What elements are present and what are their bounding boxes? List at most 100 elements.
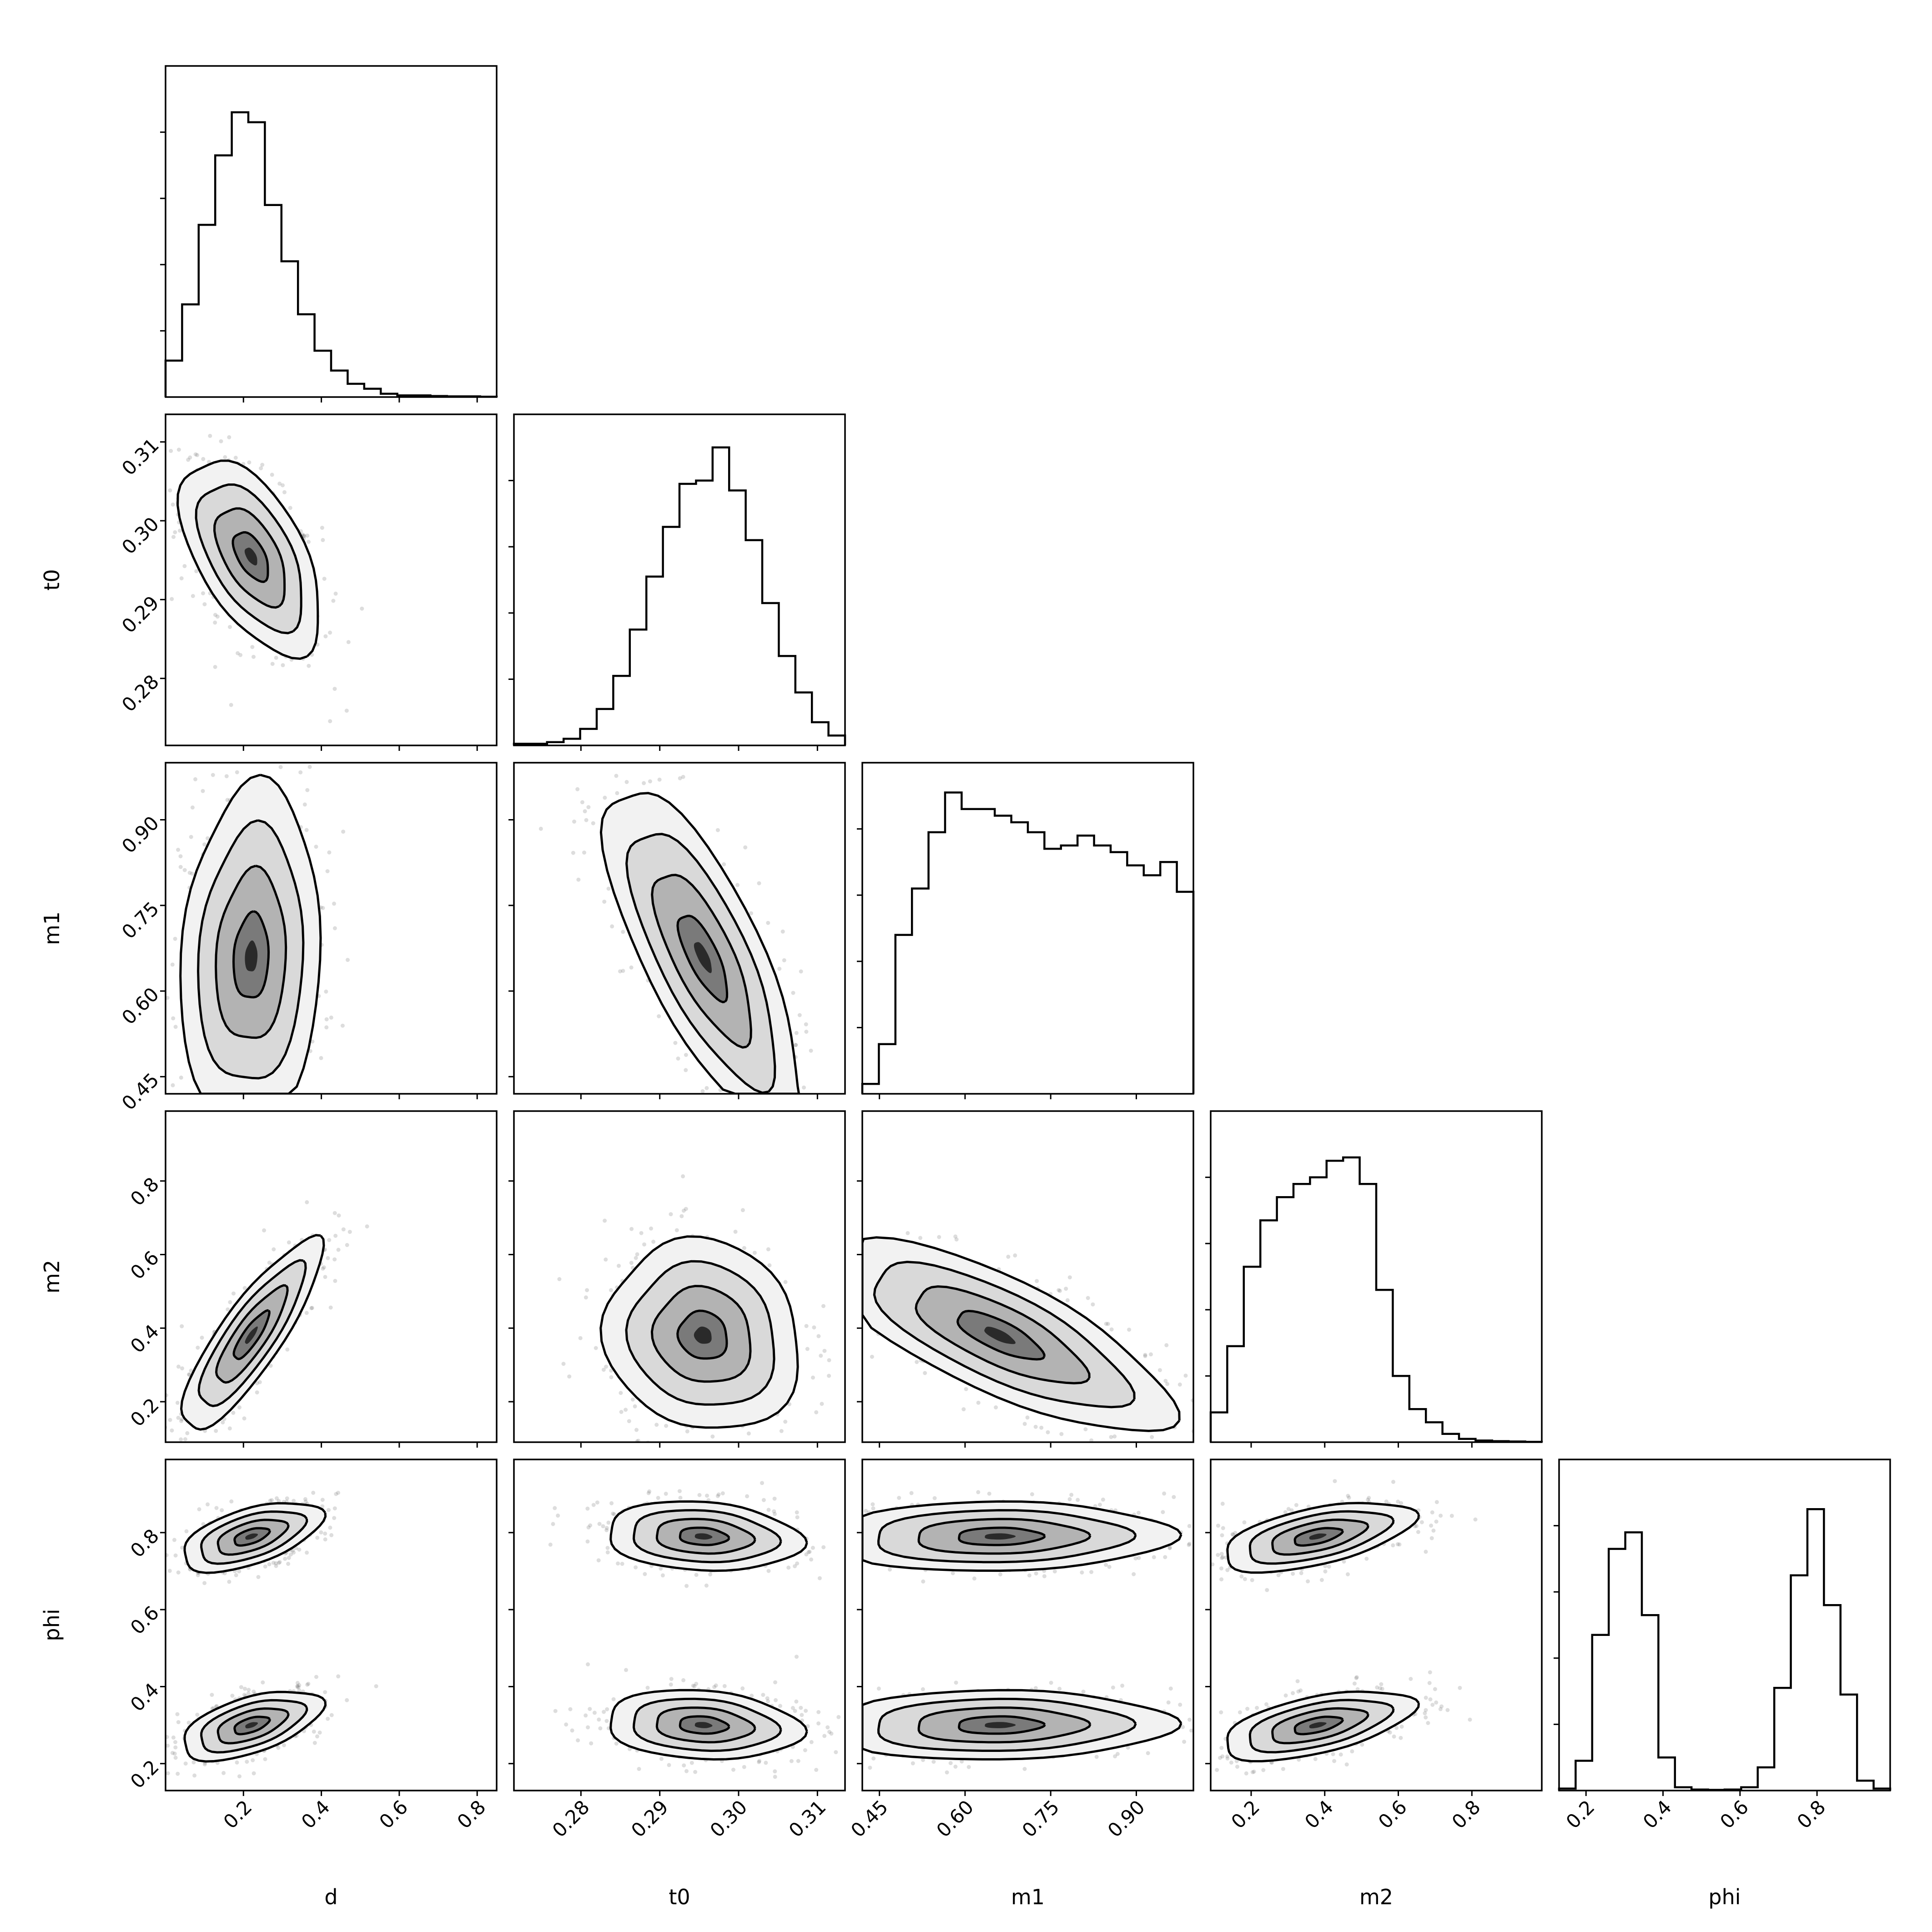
- sample-point: [649, 1226, 653, 1231]
- sample-point: [322, 1265, 326, 1270]
- sample-point: [629, 1227, 634, 1231]
- sample-point: [679, 1214, 684, 1218]
- sample-point: [311, 1490, 316, 1495]
- sample-point: [554, 689, 558, 694]
- sample-point: [270, 662, 275, 666]
- sample-point: [210, 1693, 214, 1697]
- sample-point: [323, 1537, 327, 1542]
- sample-point: [268, 1363, 273, 1368]
- sample-point: [329, 1713, 334, 1717]
- sample-point: [274, 655, 278, 660]
- sample-point: [1150, 1435, 1154, 1439]
- sample-point: [307, 765, 312, 769]
- sample-point: [187, 1372, 191, 1377]
- sample-point: [757, 1135, 761, 1139]
- sample-point: [310, 1306, 314, 1310]
- sample-point: [171, 502, 175, 507]
- sample-point: [794, 1043, 798, 1047]
- sample-point: [654, 1423, 659, 1427]
- y-axis-ticks-t0: 0.280.290.300.31: [117, 434, 166, 716]
- sample-point: [574, 757, 578, 761]
- sample-point: [212, 1452, 216, 1456]
- sample-point: [275, 1496, 279, 1500]
- sample-point: [195, 1131, 199, 1135]
- sample-point: [315, 1734, 319, 1739]
- sample-point: [225, 798, 230, 802]
- sample-point: [619, 1391, 623, 1395]
- sample-point: [833, 1255, 837, 1259]
- sample-point: [585, 1288, 589, 1293]
- sample-point: [242, 1286, 247, 1290]
- sample-point: [201, 591, 205, 595]
- sample-point: [1086, 1296, 1090, 1300]
- density-contour: [197, 819, 305, 1080]
- sample-point: [285, 1347, 290, 1352]
- sample-point: [274, 1561, 278, 1565]
- sample-point: [195, 453, 199, 458]
- sample-point: [217, 1143, 221, 1147]
- sample-point: [312, 1729, 316, 1734]
- sample-point: [232, 1096, 236, 1100]
- sample-point: [287, 1555, 291, 1560]
- histogram-t0: [513, 413, 846, 746]
- sample-point: [170, 1428, 174, 1433]
- sample-point: [752, 1099, 756, 1103]
- sample-point: [237, 1774, 241, 1779]
- sample-point: [227, 435, 231, 439]
- sample-point: [704, 1086, 709, 1090]
- sample-point: [733, 1229, 738, 1234]
- density-contour: [676, 1309, 728, 1360]
- y-axis-ticks-m2: 0.20.40.60.8: [126, 1173, 166, 1431]
- sample-point: [976, 1400, 981, 1405]
- sample-point: [953, 1234, 958, 1239]
- sample-point: [190, 871, 194, 876]
- sample-point: [870, 1354, 874, 1359]
- density-contour: [232, 1309, 271, 1360]
- sample-point: [304, 828, 309, 832]
- sample-point: [161, 1738, 165, 1742]
- sample-point: [229, 1499, 234, 1504]
- panel-frame: [165, 762, 498, 1095]
- sample-point: [755, 1167, 760, 1172]
- sample-point: [193, 452, 198, 457]
- sample-point: [176, 1771, 180, 1776]
- panel-m2-vs-d: [165, 1110, 498, 1456]
- sample-point: [793, 1178, 797, 1182]
- sample-point: [296, 1685, 301, 1690]
- sample-point: [281, 483, 285, 488]
- sample-point: [964, 1387, 968, 1391]
- sample-point: [1127, 1328, 1132, 1332]
- sample-point: [1058, 1288, 1062, 1293]
- sample-point: [793, 1043, 798, 1047]
- density-contour: [180, 1234, 325, 1431]
- sample-point: [746, 1431, 751, 1436]
- sample-point: [749, 911, 753, 916]
- sample-point: [180, 1417, 184, 1421]
- sample-point: [1143, 1354, 1147, 1358]
- sample-point: [192, 1773, 197, 1778]
- hist-y-ticks: [508, 480, 514, 680]
- sample-point: [324, 989, 328, 994]
- y-tick-label-m1: 0.75: [117, 897, 163, 943]
- sample-point: [332, 926, 337, 931]
- sample-point: [783, 1280, 788, 1284]
- sample-point: [247, 1688, 251, 1692]
- y-tick-label-m1: 0.60: [117, 983, 163, 1029]
- sample-point: [823, 1234, 827, 1238]
- sample-point: [263, 1564, 267, 1569]
- sample-point: [227, 1140, 231, 1144]
- sample-point: [262, 1098, 266, 1102]
- sample-point: [173, 530, 177, 534]
- sample-point: [247, 460, 252, 465]
- sample-point: [262, 1117, 266, 1121]
- sample-point: [634, 1428, 639, 1432]
- sample-point: [735, 883, 740, 887]
- sample-point: [657, 777, 662, 782]
- panel-frame: [861, 1110, 1194, 1443]
- sample-point: [809, 1048, 813, 1053]
- panel-m2-vs-t0: [513, 1110, 846, 1443]
- y-axis-ticks-m2: [857, 1180, 862, 1403]
- sample-point: [252, 1771, 256, 1776]
- sample-point: [176, 448, 181, 452]
- sample-point: [230, 1694, 235, 1698]
